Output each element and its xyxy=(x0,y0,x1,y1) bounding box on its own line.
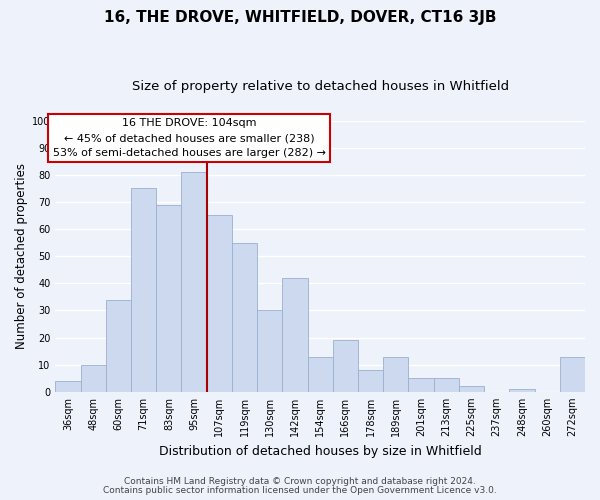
Bar xyxy=(509,389,535,392)
Bar xyxy=(560,356,585,392)
Bar xyxy=(308,356,333,392)
X-axis label: Distribution of detached houses by size in Whitfield: Distribution of detached houses by size … xyxy=(159,444,482,458)
Bar xyxy=(434,378,459,392)
Bar xyxy=(131,188,156,392)
Bar xyxy=(80,364,106,392)
Bar xyxy=(459,386,484,392)
Text: 16, THE DROVE, WHITFIELD, DOVER, CT16 3JB: 16, THE DROVE, WHITFIELD, DOVER, CT16 3J… xyxy=(104,10,496,25)
Text: 16 THE DROVE: 104sqm
← 45% of detached houses are smaller (238)
53% of semi-deta: 16 THE DROVE: 104sqm ← 45% of detached h… xyxy=(53,118,326,158)
Title: Size of property relative to detached houses in Whitfield: Size of property relative to detached ho… xyxy=(131,80,509,93)
Text: Contains public sector information licensed under the Open Government Licence v3: Contains public sector information licen… xyxy=(103,486,497,495)
Bar xyxy=(156,204,181,392)
Bar xyxy=(55,381,80,392)
Bar xyxy=(409,378,434,392)
Text: Contains HM Land Registry data © Crown copyright and database right 2024.: Contains HM Land Registry data © Crown c… xyxy=(124,478,476,486)
Bar xyxy=(232,242,257,392)
Bar xyxy=(181,172,207,392)
Bar xyxy=(358,370,383,392)
Bar xyxy=(283,278,308,392)
Bar xyxy=(333,340,358,392)
Bar xyxy=(207,216,232,392)
Bar xyxy=(106,300,131,392)
Bar xyxy=(257,310,283,392)
Bar xyxy=(383,356,409,392)
Y-axis label: Number of detached properties: Number of detached properties xyxy=(15,163,28,349)
